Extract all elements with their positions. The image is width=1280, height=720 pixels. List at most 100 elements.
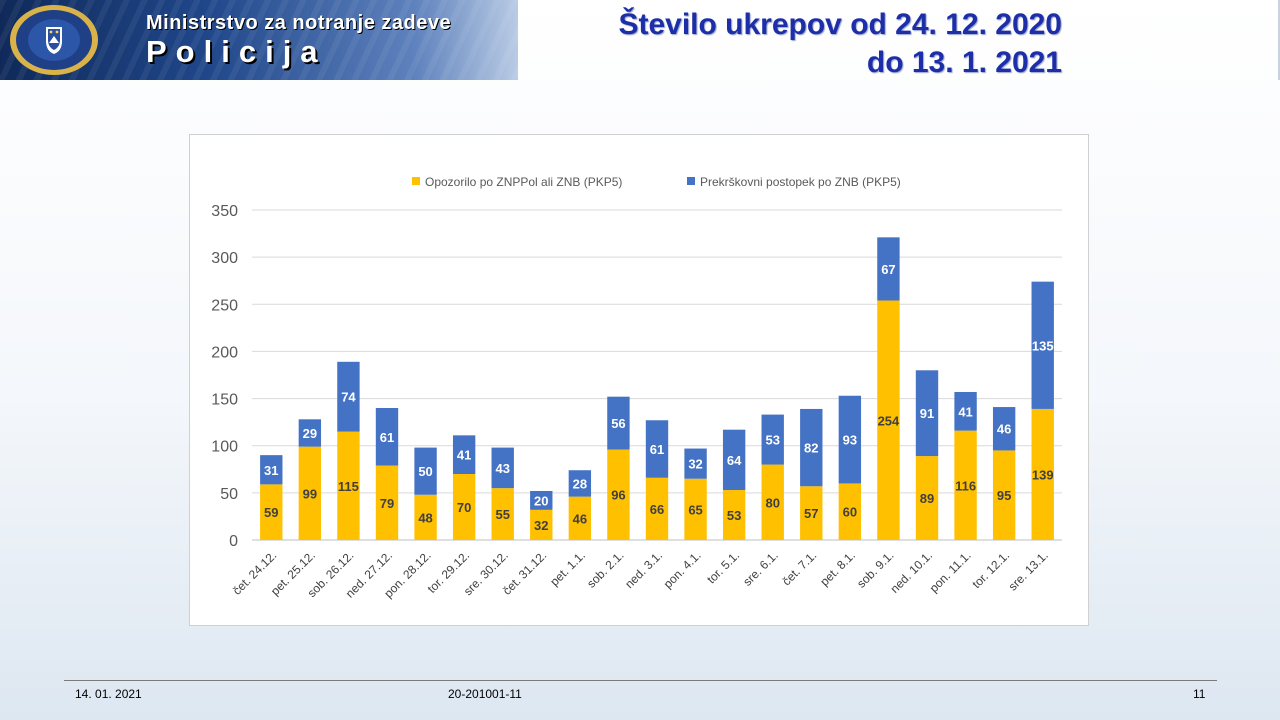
- bar-segment-offence: [1031, 281, 1054, 409]
- bar-segment-offence: [915, 370, 939, 457]
- x-tick-label: sre. 6.1.: [740, 548, 781, 589]
- x-tick-label: čet. 7.1.: [779, 548, 819, 588]
- data-label: 65: [688, 502, 702, 517]
- bar-segment-offence: [645, 420, 669, 478]
- data-label: 64: [727, 453, 742, 468]
- data-label: 29: [303, 426, 317, 441]
- data-label: 41: [958, 404, 972, 419]
- bar-segment-offence: [761, 414, 784, 465]
- bar-segment-offence: [491, 447, 514, 489]
- bar-segment-offence: [414, 447, 437, 495]
- data-label: 61: [650, 442, 664, 457]
- data-label: 59: [264, 505, 278, 520]
- data-label: 50: [418, 464, 432, 479]
- data-label: 56: [611, 416, 625, 431]
- page-title: Število ukrepov od 24. 12. 2020 do 13. 1…: [618, 6, 1062, 82]
- bar-segment-offence: [568, 470, 592, 497]
- data-label: 55: [495, 507, 509, 522]
- bar-segment-offence: [607, 396, 630, 450]
- y-tick-label: 150: [211, 392, 238, 409]
- bar-segment-warning: [1031, 408, 1054, 540]
- data-label: 28: [573, 476, 587, 491]
- data-label: 41: [457, 448, 471, 463]
- legend-label: Opozorilo po ZNPPol ali ZNB (PKP5): [425, 175, 622, 189]
- data-label: 91: [920, 406, 934, 421]
- title-line-1: Število ukrepov od 24. 12. 2020: [618, 8, 1062, 41]
- bar-segment-offence: [337, 361, 360, 432]
- legend-swatch: [687, 177, 695, 185]
- x-tick-label: ned. 10.1.: [887, 548, 935, 596]
- bar-segment-offence: [992, 407, 1016, 451]
- x-tick-label: pon. 11.1.: [927, 548, 974, 595]
- chart-container: 0 50 100 150 200 250 300 350 Opozorilo po ZNPPol…: [189, 134, 1089, 626]
- data-label: 115: [338, 479, 359, 494]
- ministry-name: Ministrstvo za notranje zadeve: [146, 12, 452, 34]
- bar-segment-offence: [800, 408, 823, 487]
- data-label: 60: [843, 505, 857, 520]
- y-tick-label: 50: [220, 486, 238, 503]
- y-tick-label: 250: [211, 297, 238, 314]
- bar-segment-offence: [375, 408, 399, 466]
- data-label: 20: [534, 493, 548, 508]
- x-tick-label: tor. 5.1.: [704, 548, 742, 586]
- bar-segment-offence: [877, 237, 900, 301]
- data-label: 74: [341, 390, 356, 405]
- data-label: 67: [881, 262, 895, 277]
- data-label: 96: [611, 488, 625, 503]
- slide-edge: [1278, 0, 1280, 80]
- bar-segment-offence: [954, 391, 977, 431]
- data-label: 31: [264, 463, 278, 478]
- data-label: 57: [804, 506, 818, 521]
- stacked-bar-chart: 0 50 100 150 200 250 300 350 Opozorilo po ZNPPol…: [211, 175, 1062, 601]
- data-label: 46: [573, 511, 587, 526]
- data-label: 53: [727, 508, 741, 523]
- data-label: 66: [650, 502, 664, 517]
- bar-segment-offence: [530, 490, 553, 510]
- x-tick-label: pon. 4.1.: [661, 548, 704, 591]
- data-label: 82: [804, 441, 818, 456]
- data-label: 79: [380, 496, 394, 511]
- bar-segment-offence: [722, 429, 746, 491]
- data-label: 89: [920, 491, 934, 506]
- legend-swatch: [412, 177, 420, 185]
- data-label: 70: [457, 500, 471, 515]
- data-label: 32: [534, 518, 548, 533]
- x-tick-label: sob. 2.1.: [584, 548, 626, 590]
- footer-divider: [64, 680, 1217, 681]
- data-label: 32: [688, 457, 702, 472]
- data-label: 116: [955, 478, 976, 493]
- bar-segment-warning: [530, 509, 553, 540]
- data-label: 95: [997, 488, 1011, 503]
- bar-segment-warning: [260, 484, 283, 540]
- footer-date: 14. 01. 2021: [75, 687, 142, 701]
- y-tick-label: 0: [229, 533, 238, 550]
- bar-segment-warning: [645, 477, 669, 540]
- bar-segment-warning: [298, 446, 322, 540]
- bar-segment-warning: [800, 486, 823, 540]
- bar-segment-offence: [684, 448, 707, 479]
- data-label: 61: [380, 430, 394, 445]
- data-label: 93: [843, 433, 857, 448]
- footer-page-number: 11: [1193, 687, 1206, 701]
- title-line-2: do 13. 1. 2021: [866, 46, 1062, 79]
- bar-segment-warning: [954, 430, 977, 540]
- y-tick-label: 200: [211, 344, 238, 361]
- data-label: 99: [303, 486, 317, 501]
- y-tick-label: 350: [211, 203, 238, 220]
- data-label: 46: [997, 422, 1011, 437]
- data-label: 139: [1032, 467, 1054, 482]
- bar-segment-warning: [915, 456, 939, 540]
- data-label: 53: [765, 433, 779, 448]
- bar-segment-warning: [568, 496, 592, 540]
- brand-name: Policija: [146, 34, 327, 69]
- x-tick-label: ned. 3.1.: [622, 548, 665, 591]
- bar-segment-offence: [260, 455, 283, 485]
- bar-segment-offence: [298, 419, 322, 447]
- data-label: 254: [878, 413, 900, 428]
- x-tick-label: pet. 8.1.: [817, 548, 858, 589]
- bar-segment-offence: [838, 395, 862, 484]
- bar-segment-warning: [337, 431, 360, 540]
- bar-segment-warning: [684, 478, 707, 540]
- data-label: 80: [765, 495, 779, 510]
- bar-segment-warning: [491, 488, 514, 540]
